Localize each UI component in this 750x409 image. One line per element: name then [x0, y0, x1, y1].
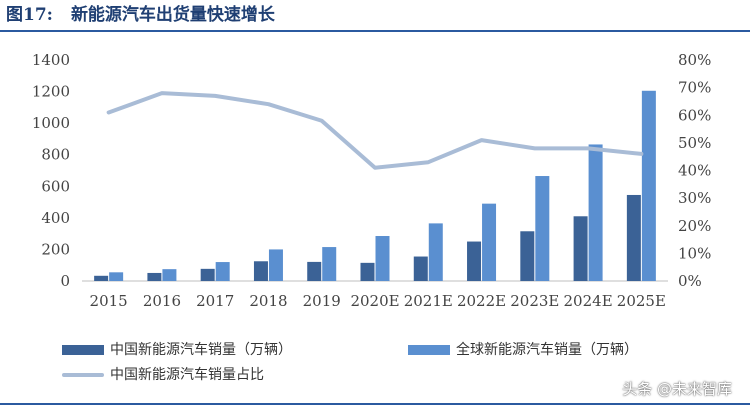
x-tick-label: 2020E: [350, 292, 399, 310]
y-left-tick-label: 1000: [32, 114, 70, 132]
bar-china: [253, 261, 268, 281]
x-tick-label: 2022E: [457, 292, 506, 310]
y-right-tick-label: 70%: [678, 79, 711, 97]
bar-global: [535, 176, 550, 281]
top-rule: [0, 30, 750, 32]
share-line: [106, 91, 644, 170]
figure-number: 图17:: [6, 5, 53, 25]
y-left-tick-label: 600: [41, 177, 70, 195]
x-tick-label: 2017: [196, 292, 234, 310]
y-right-tick-label: 30%: [678, 189, 711, 207]
y-left-tick-label: 1200: [32, 83, 70, 101]
bottom-rule: [0, 403, 750, 405]
bar-global: [428, 223, 443, 281]
x-tick-label: 2016: [143, 292, 181, 310]
y-right-tick-label: 50%: [678, 134, 711, 152]
y-right-tick-label: 80%: [678, 51, 711, 69]
bar-china: [413, 256, 428, 281]
bar-china: [520, 231, 535, 281]
bar-global: [322, 247, 337, 281]
bar-china: [360, 262, 375, 281]
legend-swatch-global: [408, 345, 450, 355]
bar-global: [268, 249, 283, 281]
bar-global: [641, 90, 656, 282]
bar-global: [162, 269, 177, 281]
bar-china: [467, 241, 482, 281]
bar-china: [94, 275, 109, 281]
bar-china: [147, 272, 162, 281]
legend-label-share: 中国新能源汽车销量占比: [110, 367, 264, 383]
legend-item-global: 全球新能源汽车销量（万辆）: [408, 340, 638, 360]
bar-china: [573, 216, 588, 281]
legend-swatch-china: [62, 345, 104, 355]
y-left-tick-label: 0: [60, 272, 70, 290]
x-tick-label: 2018: [249, 292, 287, 310]
bar-china: [307, 261, 322, 281]
bar-global: [215, 262, 230, 281]
y-right-tick-label: 60%: [678, 106, 711, 124]
y-right-tick-label: 10%: [678, 244, 711, 262]
y-left-tick-label: 1400: [32, 51, 70, 69]
x-tick-label: 2024E: [564, 292, 613, 310]
y-right-tick-label: 0%: [678, 272, 702, 290]
x-tick-label: 2021E: [404, 292, 453, 310]
figure-title-text: 新能源汽车出货量快速增长: [70, 5, 275, 25]
bar-global: [109, 272, 124, 281]
y-left-tick-label: 400: [41, 209, 70, 227]
x-tick-label: 2025E: [617, 292, 666, 310]
x-tick-label: 2015: [90, 292, 128, 310]
legend-swatch-share: [62, 373, 104, 377]
x-tick-label: 2023E: [510, 292, 559, 310]
y-left-tick-label: 800: [41, 146, 70, 164]
figure-title: 图17: 新能源汽车出货量快速增长: [6, 2, 275, 28]
bar-china: [626, 194, 641, 281]
bar-global: [588, 144, 603, 281]
legend-label-china: 中国新能源汽车销量（万辆）: [110, 342, 292, 358]
watermark: 头条 @未来智库: [622, 380, 732, 398]
y-right-tick-label: 20%: [678, 217, 711, 235]
bar-global: [482, 203, 497, 281]
x-tick-label: 2019: [303, 292, 341, 310]
y-left-tick-label: 200: [41, 240, 70, 258]
y-right-tick-label: 40%: [678, 162, 711, 180]
legend-label-global: 全球新能源汽车销量（万辆）: [456, 342, 638, 358]
bar-global: [375, 236, 390, 281]
legend-item-share: 中国新能源汽车销量占比: [62, 365, 264, 385]
legend-item-china: 中国新能源汽车销量（万辆）: [62, 340, 292, 360]
bar-china: [200, 268, 215, 281]
